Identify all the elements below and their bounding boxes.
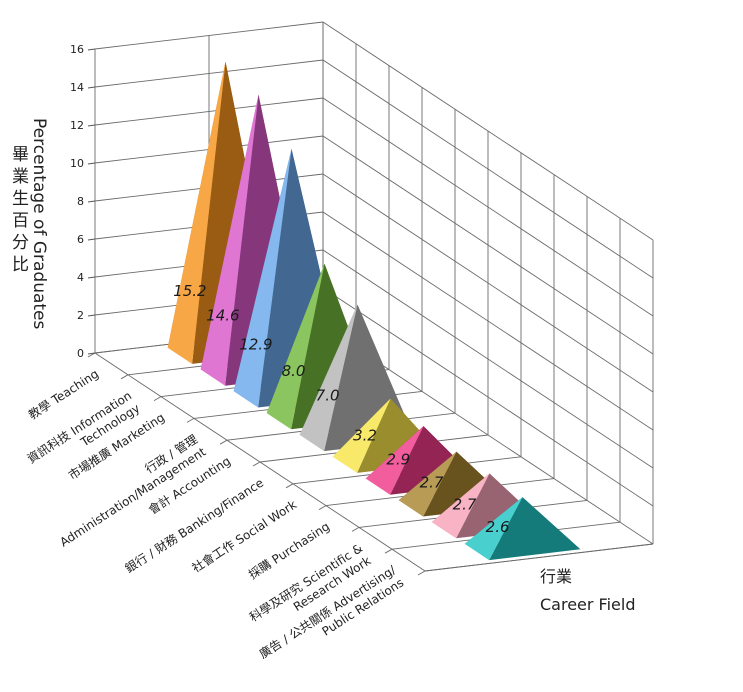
- pyramid-bar-9: [464, 497, 581, 561]
- category-tick-0: [87, 352, 96, 358]
- y-axis-label-chinese-char: 比: [12, 255, 29, 275]
- y-tick-mark-3: [87, 238, 96, 241]
- y-tick-mark-1: [87, 314, 96, 317]
- data-label-3: 8.0: [282, 362, 306, 380]
- category-label-6: 社會工作 Social Work: [189, 497, 299, 576]
- pyramid-right-face-9: [489, 497, 581, 561]
- pyramid-front-face-8: [431, 473, 490, 539]
- pyramid-front-face-6: [365, 426, 424, 495]
- y-tick-label-8: 16: [70, 43, 84, 56]
- data-label-0: 15.2: [173, 282, 206, 300]
- y-axis-label-chinese-char: 業: [12, 167, 29, 187]
- pyramid-front-face-4: [299, 304, 358, 452]
- y-tick-mark-5: [87, 162, 96, 165]
- x-axis-label: Career Field: [540, 595, 635, 614]
- pyramid-front-face-9: [464, 497, 523, 561]
- category-tick-2: [153, 396, 162, 401]
- pyramid-front-face-3: [266, 263, 325, 430]
- y-axis-label-chinese-char: 百: [12, 211, 29, 231]
- y-axis-label: Percentage of Graduates: [29, 118, 49, 330]
- category-tick-4: [219, 439, 228, 445]
- data-label-7: 2.7: [420, 474, 444, 492]
- data-label-5: 3.2: [353, 427, 377, 445]
- data-label-9: 2.6: [486, 518, 510, 536]
- y-axis-label-chinese-char: 生: [12, 189, 29, 209]
- y-tick-label-2: 4: [77, 271, 84, 284]
- floor-right-edge: [424, 543, 654, 572]
- category-label-line-6-0: 社會工作 Social Work: [189, 497, 299, 576]
- category-tick-1: [120, 374, 129, 380]
- data-label-4: 7.0: [316, 386, 340, 404]
- category-tick-10: [417, 570, 426, 576]
- data-label-6: 2.9: [386, 451, 410, 469]
- data-label-8: 2.7: [453, 496, 477, 514]
- y-tick-mark-0: [87, 352, 96, 355]
- category-tick-6: [285, 483, 294, 489]
- y-tick-label-5: 10: [70, 157, 84, 170]
- category-tick-5: [252, 461, 261, 467]
- y-tick-label-1: 2: [77, 309, 84, 322]
- pyramid-front-face-1: [200, 94, 259, 386]
- pyramid-front-face-2: [233, 148, 292, 408]
- y-tick-mark-7: [87, 86, 96, 89]
- y-tick-label-4: 8: [77, 195, 84, 208]
- y-axis-label-chinese: 畢業生百分比: [12, 145, 29, 275]
- pyramid-front-face-5: [332, 398, 391, 473]
- y-tick-label-3: 6: [77, 233, 84, 246]
- category-tick-7: [318, 505, 327, 510]
- data-series: 15.214.612.9 8.0 7.0 3.2 2.9 2.7 2.7 2.6: [167, 61, 581, 561]
- data-label-1: 14.6: [206, 306, 239, 324]
- y-tick-mark-4: [87, 200, 96, 203]
- y-tick-label-7: 14: [70, 81, 84, 94]
- data-label-2: 12.9: [239, 335, 272, 353]
- y-axis-label-chinese-char: 分: [12, 233, 29, 253]
- x-axis-label-chinese: 行業: [540, 567, 572, 586]
- y-tick-label-6: 12: [70, 119, 84, 132]
- y-axis-label-chinese-char: 畢: [12, 145, 29, 165]
- pyramid-front-face-0: [167, 61, 226, 364]
- category-tick-9: [384, 548, 393, 554]
- y-tick-mark-2: [87, 276, 96, 279]
- category-tick-8: [351, 527, 360, 532]
- y-tick-mark-6: [87, 124, 96, 127]
- pyramid-bar-4: [299, 304, 416, 452]
- y-tick-mark-8: [87, 48, 96, 51]
- y-axis-ticks: 0 2 4 6 8 10 12 14 16: [70, 43, 96, 360]
- pyramid-front-face-7: [398, 451, 457, 517]
- category-tick-3: [186, 418, 195, 423]
- y-tick-label-0: 0: [77, 347, 84, 360]
